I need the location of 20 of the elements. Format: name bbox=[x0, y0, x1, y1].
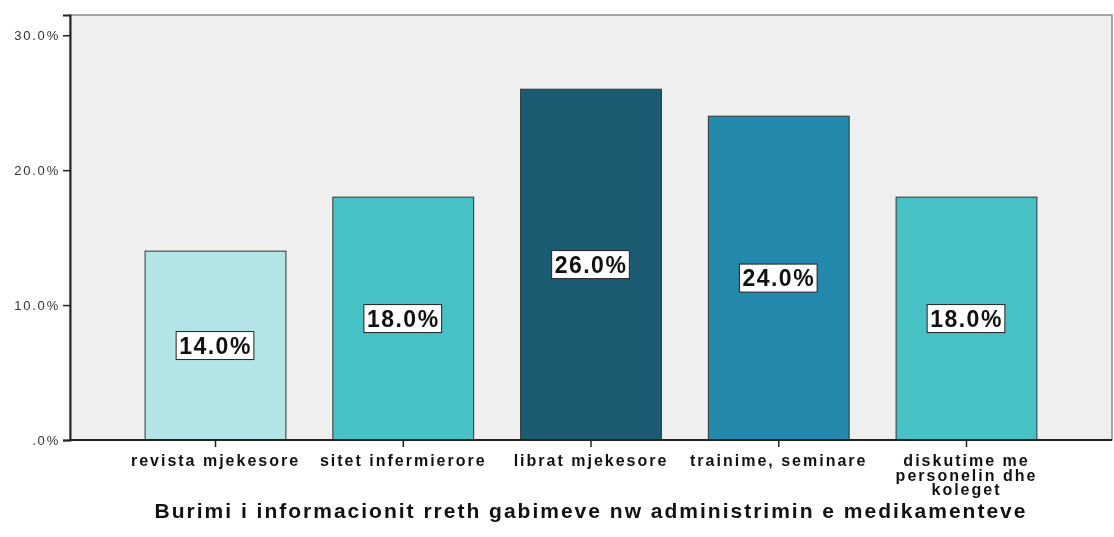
y-tick-label: 20.0% bbox=[14, 162, 60, 178]
data-label: 24.0% bbox=[742, 265, 816, 292]
data-label: 14.0% bbox=[179, 332, 252, 359]
data-label: 18.0% bbox=[930, 305, 1003, 332]
bar bbox=[332, 196, 475, 441]
data-label: 26.0% bbox=[554, 251, 628, 278]
x-tick-label: trainime, seminare bbox=[690, 452, 868, 469]
x-tick-label: diskutime me personelin dhe koleget bbox=[895, 452, 1038, 498]
x-tick-label: librat mjekesore bbox=[513, 452, 669, 469]
x-tick-label: sitet infermierore bbox=[319, 452, 487, 469]
bar bbox=[520, 88, 662, 441]
bar bbox=[144, 250, 287, 441]
x-axis-title: Burimi i informacionit rreth gabimeve nw administrimin e medikamenteve bbox=[154, 499, 1028, 522]
x-tick-label: revista mjekesore bbox=[130, 452, 301, 469]
bar bbox=[707, 115, 850, 441]
y-tick-label: .0% bbox=[32, 432, 60, 448]
data-label: 18.0% bbox=[366, 305, 440, 332]
y-tick-label: 30.0% bbox=[14, 27, 60, 43]
y-tick-label: 10.0% bbox=[14, 297, 60, 313]
bar bbox=[895, 196, 1038, 441]
